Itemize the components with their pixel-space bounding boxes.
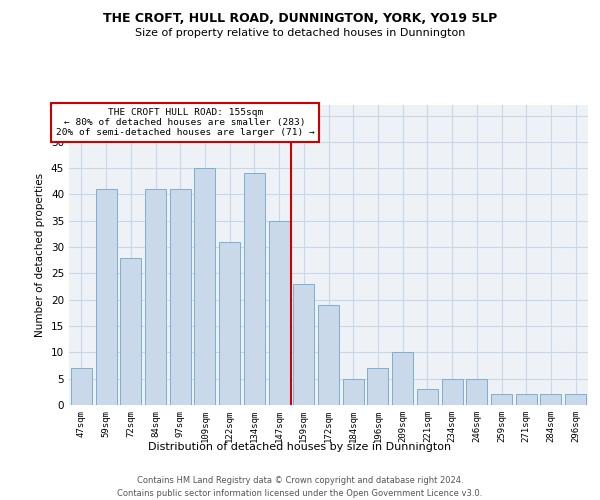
Bar [244, 174, 265, 405]
Y-axis label: Number of detached properties: Number of detached properties [35, 173, 46, 337]
Bar [417, 389, 438, 405]
Bar [367, 368, 388, 405]
Text: Distribution of detached houses by size in Dunnington: Distribution of detached houses by size … [148, 442, 452, 452]
Bar [442, 378, 463, 405]
Bar [170, 189, 191, 405]
Bar [71, 368, 92, 405]
Bar [95, 189, 116, 405]
Bar [120, 258, 141, 405]
Bar [466, 378, 487, 405]
Bar [219, 242, 240, 405]
Text: Contains public sector information licensed under the Open Government Licence v3: Contains public sector information licen… [118, 489, 482, 498]
Bar [541, 394, 562, 405]
Bar [343, 378, 364, 405]
Text: Contains HM Land Registry data © Crown copyright and database right 2024.: Contains HM Land Registry data © Crown c… [137, 476, 463, 485]
Text: Size of property relative to detached houses in Dunnington: Size of property relative to detached ho… [135, 28, 465, 38]
Text: THE CROFT HULL ROAD: 155sqm
← 80% of detached houses are smaller (283)
20% of se: THE CROFT HULL ROAD: 155sqm ← 80% of det… [56, 108, 314, 138]
Bar [293, 284, 314, 405]
Text: THE CROFT, HULL ROAD, DUNNINGTON, YORK, YO19 5LP: THE CROFT, HULL ROAD, DUNNINGTON, YORK, … [103, 12, 497, 26]
Bar [145, 189, 166, 405]
Bar [269, 221, 290, 405]
Bar [565, 394, 586, 405]
Bar [392, 352, 413, 405]
Bar [491, 394, 512, 405]
Bar [318, 305, 339, 405]
Bar [194, 168, 215, 405]
Bar [516, 394, 537, 405]
